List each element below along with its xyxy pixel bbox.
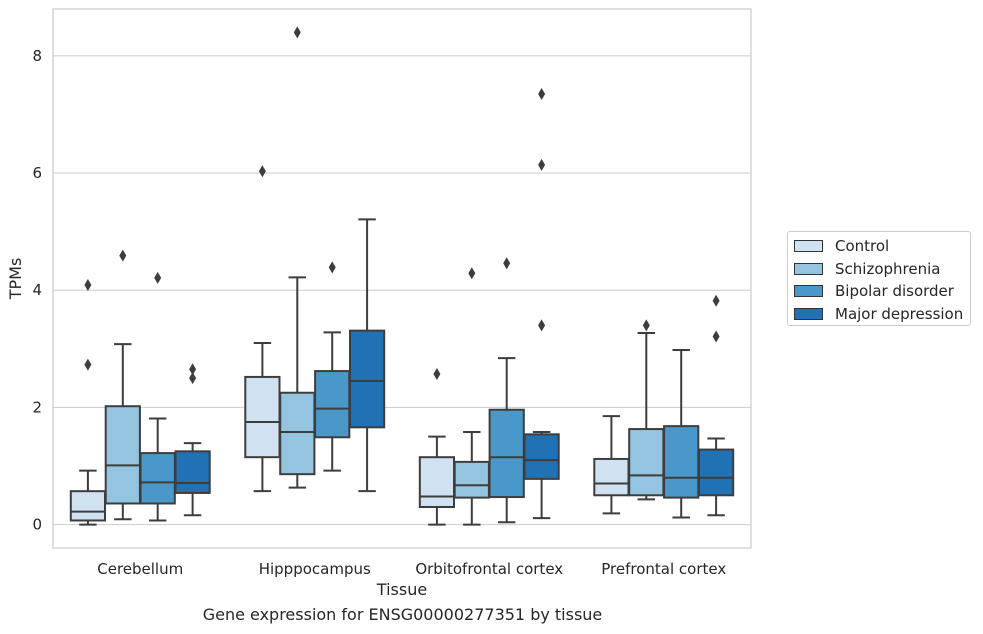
gridlines xyxy=(53,55,751,526)
legend-label-control: Control xyxy=(835,237,890,256)
outlier-point xyxy=(84,278,92,291)
outlier-point xyxy=(538,158,546,171)
box xyxy=(104,249,141,521)
legend-label-schizophrenia: Schizophrenia xyxy=(835,259,941,278)
y-tick-label: 6 xyxy=(32,164,42,182)
box-iqr xyxy=(663,425,700,499)
x-axis-label: Tissue xyxy=(376,580,427,599)
y-axis-label: TPMs xyxy=(6,258,25,301)
box-iqr xyxy=(453,460,490,499)
legend-swatch-schizophrenia xyxy=(794,262,823,275)
box xyxy=(418,367,456,526)
box-iqr xyxy=(104,405,141,505)
legend-label-bipolar-disorder: Bipolar disorder xyxy=(835,282,954,301)
box-iqr xyxy=(314,370,351,439)
legend-item-bipolar-disorder: Bipolar disorder xyxy=(794,280,970,303)
box-iqr xyxy=(488,408,525,499)
outlier-point xyxy=(189,363,197,376)
box-iqr xyxy=(348,329,386,429)
box-iqr xyxy=(628,428,665,497)
box xyxy=(663,348,700,519)
x-tick-label: Orbitofrontal cortex xyxy=(415,560,563,578)
outlier-point xyxy=(154,271,162,284)
x-tick-label: Hipppocampus xyxy=(259,560,371,578)
y-tick-label: 2 xyxy=(32,398,42,416)
outlier-point xyxy=(84,358,92,371)
outlier-point xyxy=(189,372,197,385)
plot-area-frame xyxy=(52,8,752,549)
box xyxy=(139,271,176,522)
outlier-point xyxy=(503,257,511,270)
box-iqr xyxy=(279,391,316,476)
outlier-point xyxy=(293,26,301,39)
tick-labels: 0 2 4 6 8 Cerebellum Hipppocampus Orbitofrontal… xyxy=(32,47,726,578)
legend-label-major-depression: Major depression xyxy=(835,304,964,323)
outlier-point xyxy=(642,319,650,332)
y-tick-label: 4 xyxy=(32,281,42,299)
box xyxy=(453,267,490,526)
outlier-point xyxy=(119,249,127,262)
outlier-point xyxy=(468,267,476,280)
outlier-point xyxy=(328,261,336,274)
box xyxy=(697,294,735,517)
legend-swatch-bipolar-disorder xyxy=(794,285,823,298)
box-series-layer xyxy=(69,26,735,526)
outlier-point xyxy=(538,319,546,332)
x-tick-label: Cerebellum xyxy=(97,560,183,578)
box-iqr xyxy=(418,456,456,508)
chart-caption: Gene expression for ENSG00000277351 by t… xyxy=(202,605,603,624)
y-tick-label: 0 xyxy=(32,516,42,534)
legend-swatch-major-depression xyxy=(794,307,823,320)
outlier-point xyxy=(712,294,720,307)
legend-swatch-control xyxy=(794,240,823,253)
box xyxy=(348,218,386,493)
box-iqr xyxy=(697,448,735,497)
outlier-point xyxy=(538,87,546,100)
box xyxy=(69,278,107,526)
outlier-point xyxy=(258,165,266,178)
box-iqr xyxy=(69,490,107,522)
outlier-point xyxy=(433,367,441,380)
box xyxy=(244,165,281,493)
box-iqr xyxy=(244,375,281,459)
outlier-point xyxy=(712,330,720,343)
box-iqr xyxy=(139,452,176,505)
box xyxy=(314,261,351,472)
box xyxy=(523,87,560,520)
y-tick-label: 8 xyxy=(32,47,42,65)
box xyxy=(488,257,525,524)
box-iqr xyxy=(174,450,211,494)
box xyxy=(174,363,211,517)
x-tick-label: Prefrontal cortex xyxy=(601,560,726,578)
box-iqr xyxy=(523,433,560,480)
legend-item-schizophrenia: Schizophrenia xyxy=(794,258,970,281)
box xyxy=(593,415,630,515)
box xyxy=(628,319,665,501)
legend-item-major-depression: Major depression xyxy=(794,303,970,326)
box-iqr xyxy=(593,457,630,497)
box xyxy=(279,26,316,489)
legend-item-control: Control xyxy=(794,235,970,258)
chart-legend: Control Schizophrenia Bipolar disorder M… xyxy=(787,231,971,326)
